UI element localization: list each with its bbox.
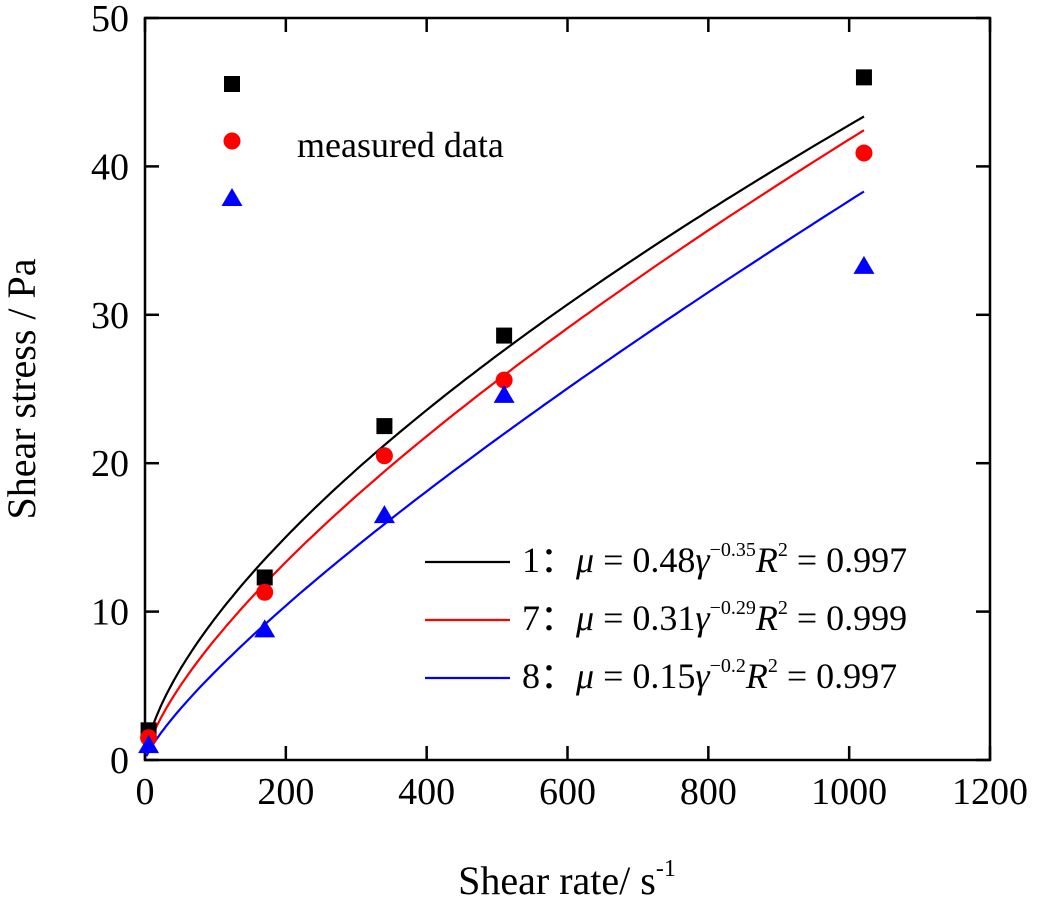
fit-line-8 [145, 190, 865, 757]
x-axis-title-sup: -1 [656, 856, 676, 882]
x-axis-title: Shear rate/ s-1 [458, 856, 676, 899]
fit-legend-part: −0.35 [710, 539, 756, 561]
fit-legend-part: = 0.15 [594, 656, 695, 696]
x-tick-label: 1200 [952, 771, 1028, 813]
y-axis-title: Shear stress / Pa [0, 258, 44, 519]
data-point-1 [256, 569, 273, 586]
fit-legend-label-7: 7：μ = 0.31γ−0.29R2 = 0.999 [522, 597, 907, 638]
fit-legend-part: = 0.997 [778, 656, 897, 696]
fit-legend-part: = 0.997 [788, 540, 907, 580]
x-axis-title-text: Shear rate/ s [458, 858, 656, 899]
fit-legend-part: μ [575, 598, 594, 638]
y-tick-label: 0 [110, 740, 129, 782]
fit-line-7 [145, 129, 865, 753]
data-point-1 [376, 418, 393, 435]
axis-ticks: 0 200 400 600 800 1000 1200 0 10 20 30 40 50 [91, 0, 1028, 813]
fit-line-1 [145, 115, 865, 750]
fit-legend-part: −0.2 [710, 655, 746, 677]
fit-legend-part: −0.29 [710, 597, 756, 619]
data-point-8 [493, 384, 515, 403]
fit-legend-part: 8： [522, 656, 576, 696]
x-tick-label: 400 [398, 771, 455, 813]
fit-legend-label-1: 1：μ = 0.48γ−0.35R2 = 0.997 [522, 539, 907, 580]
data-point-7 [375, 447, 393, 465]
fit-legend-part: = 0.31 [594, 598, 695, 638]
fit-legend-part: R [755, 598, 778, 638]
y-tick-label: 20 [91, 443, 129, 485]
data-point-8 [138, 735, 160, 754]
x-tick-label: 200 [257, 771, 314, 813]
fit-legend-part: γ [695, 598, 710, 638]
data-point-7 [855, 144, 873, 162]
fit-legend-part: = 0.48 [594, 540, 695, 580]
data-point-7 [256, 583, 274, 601]
fit-legend-part: 2 [778, 597, 788, 619]
fit-legend-part: R [755, 540, 778, 580]
fit-legend-part: 7： [522, 598, 576, 638]
x-tick-label: 0 [136, 771, 155, 813]
data-point-8 [254, 619, 276, 638]
fit-legend-part: μ [575, 656, 594, 696]
legend-marker-7 [223, 132, 241, 150]
x-tick-label: 800 [680, 771, 737, 813]
legend-markers [221, 76, 243, 206]
fit-legend-part: 2 [778, 539, 788, 561]
y-tick-label: 30 [91, 295, 129, 337]
y-tick-label: 40 [91, 146, 129, 188]
data-points [138, 69, 875, 754]
measured-data-label: measured data [297, 125, 504, 165]
data-point-8 [373, 505, 395, 524]
fit-legend-part: γ [695, 656, 710, 696]
fit-legend-label-8: 8：μ = 0.15γ−0.2R2 = 0.997 [522, 655, 897, 696]
x-tick-label: 600 [539, 771, 596, 813]
legend-marker-8 [221, 188, 243, 206]
fit-legend-part: 1： [522, 540, 576, 580]
fit-legend-part: μ [575, 540, 594, 580]
fit-legend-part: 2 [768, 655, 778, 677]
data-point-1 [855, 69, 872, 86]
y-tick-label: 50 [91, 0, 129, 40]
x-tick-label: 1000 [811, 771, 887, 813]
data-point-7 [495, 371, 513, 389]
data-point-1 [496, 327, 513, 344]
fit-lines [145, 115, 865, 757]
fit-legend-part: γ [695, 540, 710, 580]
fit-legend-part: = 0.999 [788, 598, 907, 638]
data-point-8 [853, 255, 875, 274]
legend-marker-1 [224, 76, 240, 92]
fit-legend-part: R [745, 656, 768, 696]
y-tick-label: 10 [91, 592, 129, 634]
